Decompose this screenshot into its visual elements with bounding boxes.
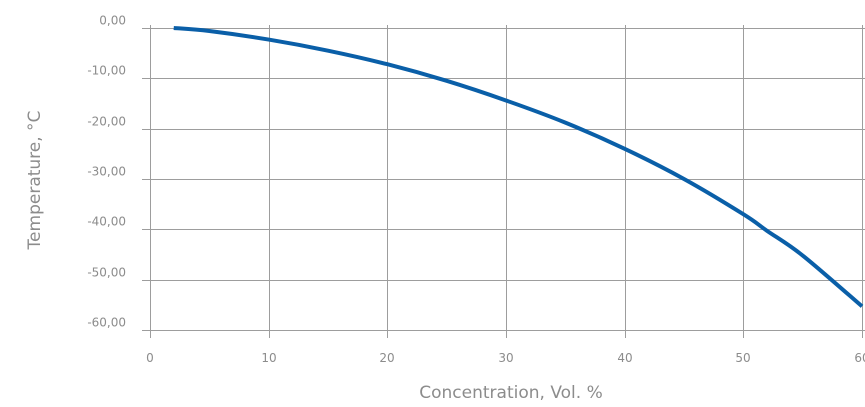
- y-tick-label: 0,00: [99, 14, 126, 28]
- y-tick-label: -50,00: [87, 266, 126, 280]
- x-tick-label: 0: [146, 351, 154, 365]
- series-line: [173, 26, 864, 308]
- series-layer: [173, 26, 864, 308]
- y-tick-label: -30,00: [87, 165, 126, 179]
- x-axis-ticks: 0 10 20 30 40 50 60: [146, 351, 865, 365]
- y-tick-label: -40,00: [87, 215, 126, 229]
- x-tick-label: 50: [735, 351, 750, 365]
- y-tick-label: -60,00: [87, 316, 126, 330]
- x-tick-label: 10: [261, 351, 276, 365]
- grid: [142, 25, 865, 338]
- y-tick-label: -20,00: [87, 115, 126, 129]
- y-axis-ticks: 0,00 -10,00 -20,00 -30,00 -40,00 -50,00 -60,00: [87, 14, 126, 330]
- x-tick-label: 40: [617, 351, 632, 365]
- x-tick-label: 60: [854, 351, 865, 365]
- x-tick-label: 30: [498, 351, 513, 365]
- x-axis-title: Concentration, Vol. %: [419, 383, 602, 403]
- y-tick-label: -10,00: [87, 64, 126, 78]
- y-axis-title: Temperature, °C: [25, 111, 45, 251]
- x-tick-label: 20: [379, 351, 394, 365]
